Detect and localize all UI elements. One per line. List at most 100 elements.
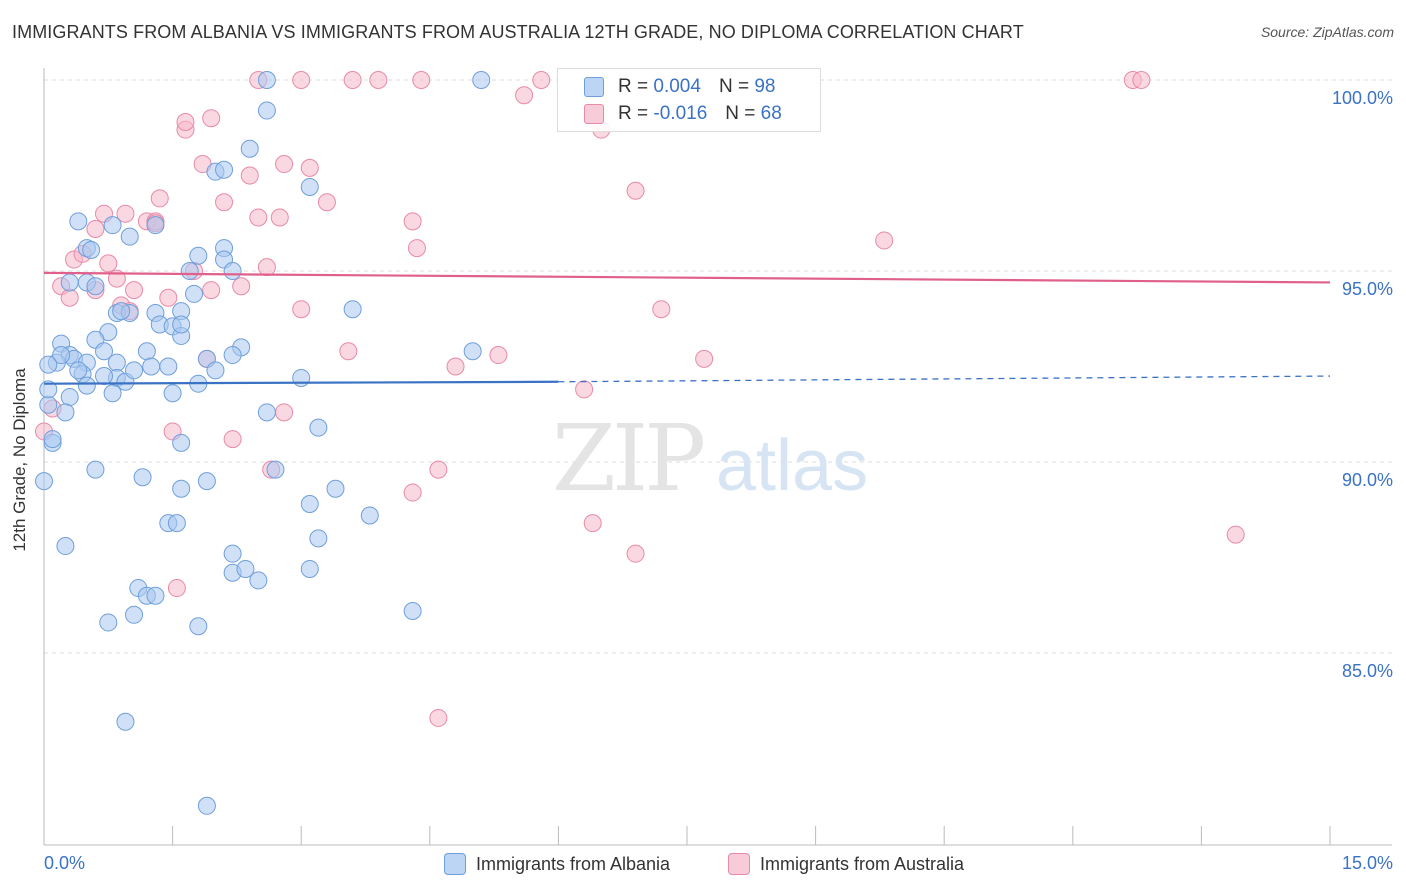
australia-point bbox=[317, 193, 336, 212]
albania-point bbox=[167, 514, 186, 533]
australia-point bbox=[403, 483, 422, 502]
y-tick-label: 85.0% bbox=[1342, 661, 1393, 681]
australia-point bbox=[223, 430, 242, 449]
australia-point bbox=[626, 181, 645, 200]
australia-point bbox=[407, 239, 426, 258]
albania-point bbox=[223, 544, 242, 563]
australia-point bbox=[240, 166, 259, 185]
australia-point bbox=[275, 155, 294, 174]
australia-trend-line bbox=[43, 271, 1331, 284]
australia-point bbox=[116, 204, 135, 223]
australia-point bbox=[446, 357, 465, 376]
legend-swatch-albania bbox=[584, 77, 604, 97]
australia-point bbox=[695, 349, 714, 368]
australia-point bbox=[412, 71, 431, 89]
albania-point bbox=[215, 160, 234, 179]
australia-point bbox=[1132, 71, 1151, 89]
albania-point bbox=[249, 571, 268, 590]
albania-point bbox=[309, 529, 328, 548]
australia-point bbox=[202, 281, 221, 300]
australia-point bbox=[275, 403, 294, 422]
albania-point bbox=[197, 796, 216, 815]
legend-albania-r-label: R = bbox=[618, 76, 649, 97]
australia-point bbox=[300, 158, 319, 177]
legend-swatch-australia bbox=[584, 104, 604, 124]
albania-point bbox=[146, 216, 165, 235]
albania-point bbox=[172, 479, 191, 498]
australia-point bbox=[369, 71, 388, 89]
australia-point bbox=[99, 254, 118, 273]
australia-point bbox=[339, 342, 358, 361]
bottom-legend-label-albania: Immigrants from Albania bbox=[476, 853, 671, 874]
y-tick-label: 95.0% bbox=[1342, 279, 1393, 299]
y-tick-label: 90.0% bbox=[1342, 470, 1393, 490]
albania-point bbox=[125, 605, 144, 624]
albania-point bbox=[39, 395, 58, 414]
albania-point bbox=[137, 342, 156, 361]
australia-point bbox=[403, 212, 422, 231]
albania-point bbox=[185, 284, 204, 303]
australia-point bbox=[159, 288, 178, 307]
watermark-zip: ZIP bbox=[552, 405, 703, 512]
albania-point bbox=[60, 273, 79, 292]
albania-point bbox=[360, 506, 379, 525]
albania-point bbox=[82, 240, 101, 259]
y-axis-label: 12th Grade, No Diploma bbox=[10, 368, 29, 552]
albania-point bbox=[95, 367, 114, 386]
australia-point bbox=[652, 300, 671, 319]
albania-point bbox=[223, 262, 242, 280]
albania-point bbox=[69, 212, 88, 231]
australia-point bbox=[343, 71, 362, 89]
x-tick-label-min: 0.0% bbox=[44, 853, 85, 873]
albania-point bbox=[120, 227, 139, 246]
australia-point bbox=[489, 346, 508, 365]
bottom-legend-albania: Immigrants from Albania bbox=[444, 852, 670, 876]
australia-point bbox=[257, 258, 276, 277]
bottom-legend-swatch-australia bbox=[728, 853, 750, 875]
y-tick-label: 100.0% bbox=[1332, 88, 1393, 108]
source-label: Source: ZipAtlas.com bbox=[1260, 24, 1394, 40]
albania-point bbox=[463, 342, 482, 361]
albania-trend-line-dashed bbox=[558, 375, 1331, 383]
watermark-atlas: atlas bbox=[716, 426, 868, 506]
australia-point bbox=[215, 193, 234, 212]
australia-point bbox=[292, 300, 311, 319]
australia-point bbox=[875, 231, 894, 250]
albania-point bbox=[326, 479, 345, 498]
albania-point bbox=[300, 559, 319, 578]
albania-point bbox=[403, 601, 422, 620]
australia-point bbox=[575, 380, 594, 399]
legend-albania-n-label: N = bbox=[718, 76, 750, 97]
australia-point bbox=[429, 708, 448, 727]
albania-point bbox=[240, 139, 259, 158]
australia-point bbox=[202, 109, 221, 128]
australia-point bbox=[429, 460, 448, 479]
albania-point bbox=[159, 357, 178, 376]
albania-point bbox=[146, 586, 165, 605]
albania-point bbox=[56, 403, 75, 422]
legend-albania-r-value: 0.004 bbox=[653, 76, 701, 97]
albania-point bbox=[69, 361, 88, 380]
australia-point bbox=[270, 208, 289, 227]
albania-point bbox=[309, 418, 328, 437]
albania-point bbox=[56, 537, 75, 556]
australia-point bbox=[167, 579, 186, 598]
albania-point bbox=[77, 376, 96, 395]
legend-australia-r-value: -0.016 bbox=[653, 103, 708, 124]
albania-point bbox=[133, 468, 152, 487]
legend-albania-n-value: 98 bbox=[754, 76, 776, 97]
australia-point bbox=[86, 219, 105, 238]
albania-trend-line bbox=[43, 380, 559, 385]
australia-point bbox=[232, 277, 251, 296]
albania-point bbox=[86, 277, 105, 296]
albania-point bbox=[142, 357, 161, 376]
legend-australia-n-value: 68 bbox=[760, 103, 782, 124]
australia-point bbox=[125, 281, 144, 300]
albania-point bbox=[180, 262, 199, 280]
albania-point bbox=[125, 361, 144, 380]
albania-point bbox=[112, 302, 131, 321]
albania-point bbox=[189, 246, 208, 265]
albania-point bbox=[52, 346, 71, 365]
albania-point bbox=[189, 617, 208, 636]
